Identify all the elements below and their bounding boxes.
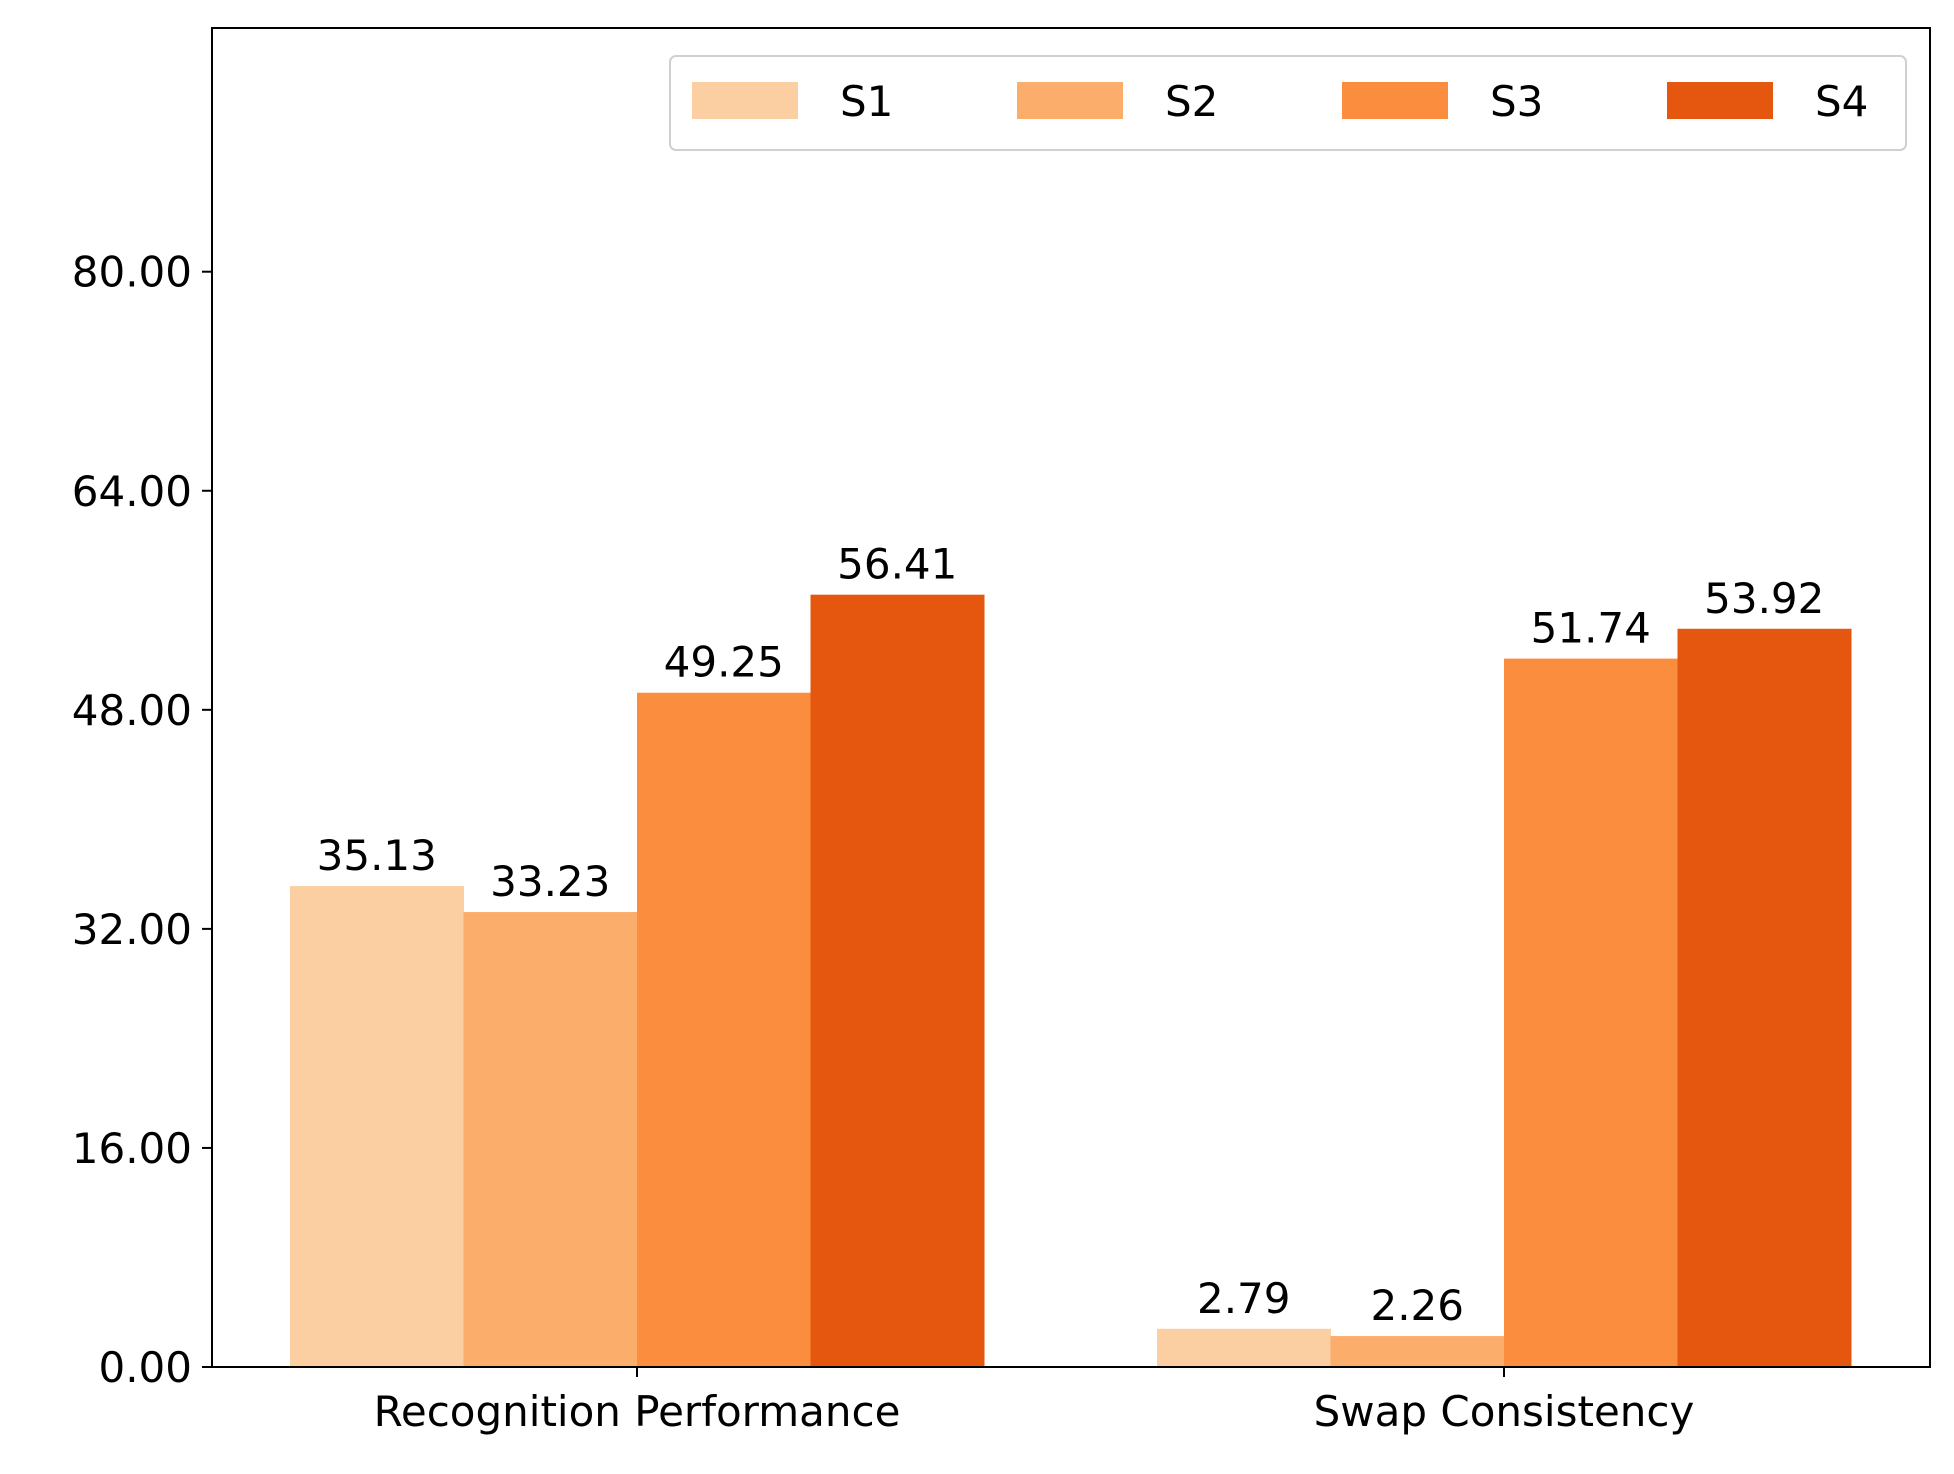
y-tick-label: 32.00: [72, 905, 192, 954]
data-label-s3-recognition: 49.25: [664, 638, 784, 687]
data-labels-layer: 35.13 2.79 33.23 2.26 49.25 51.74 56.41 53.92: [317, 540, 1825, 1330]
data-label-s3-swap: 51.74: [1531, 604, 1651, 653]
data-label-s1-swap: 2.79: [1197, 1274, 1291, 1323]
legend-swatch-s4: [1667, 82, 1773, 119]
data-label-s1-recognition: 35.13: [317, 831, 437, 880]
y-axis: 0.00 16.00 32.00 48.00 64.00 80.00: [72, 248, 212, 1392]
bar-s4-recognition: [810, 594, 985, 1367]
legend-label-s1: S1: [840, 77, 893, 126]
x-axis: Recognition Performance Swap Consistency: [374, 1367, 1695, 1436]
bar-s2-swap: [1330, 1336, 1505, 1367]
plot-area-frame: [211, 27, 1931, 1368]
bar-s2-recognition: [463, 912, 638, 1367]
y-tick-label: 48.00: [72, 686, 192, 735]
data-label-s2-swap: 2.26: [1370, 1281, 1464, 1330]
data-label-s4-swap: 53.92: [1704, 574, 1824, 623]
legend-box: [669, 55, 1907, 151]
bar-s1-recognition: [290, 886, 464, 1367]
bars-layer: [290, 594, 1852, 1367]
y-tick-label: 0.00: [98, 1343, 192, 1392]
data-label-s4-recognition: 56.41: [837, 540, 957, 589]
legend-swatch-s3: [1342, 82, 1448, 119]
y-tick-label: 80.00: [72, 248, 192, 297]
bar-s1-swap: [1157, 1328, 1331, 1367]
y-tick-label: 16.00: [72, 1124, 192, 1173]
bar-s3-recognition: [637, 692, 811, 1367]
data-label-s2-recognition: 33.23: [490, 857, 610, 906]
legend-label-s4: S4: [1815, 77, 1868, 126]
y-tick-label: 64.00: [72, 467, 192, 516]
legend-swatch-s1: [692, 82, 798, 119]
bar-s3-swap: [1504, 658, 1678, 1367]
bar-s4-swap: [1677, 628, 1852, 1367]
legend: S1 S2 S3 S4: [669, 55, 1907, 151]
x-tick-label: Swap Consistency: [1314, 1387, 1695, 1436]
legend-swatch-s2: [1017, 82, 1123, 119]
x-tick-label: Recognition Performance: [374, 1387, 901, 1436]
legend-label-s3: S3: [1490, 77, 1543, 126]
legend-label-s2: S2: [1165, 77, 1218, 126]
